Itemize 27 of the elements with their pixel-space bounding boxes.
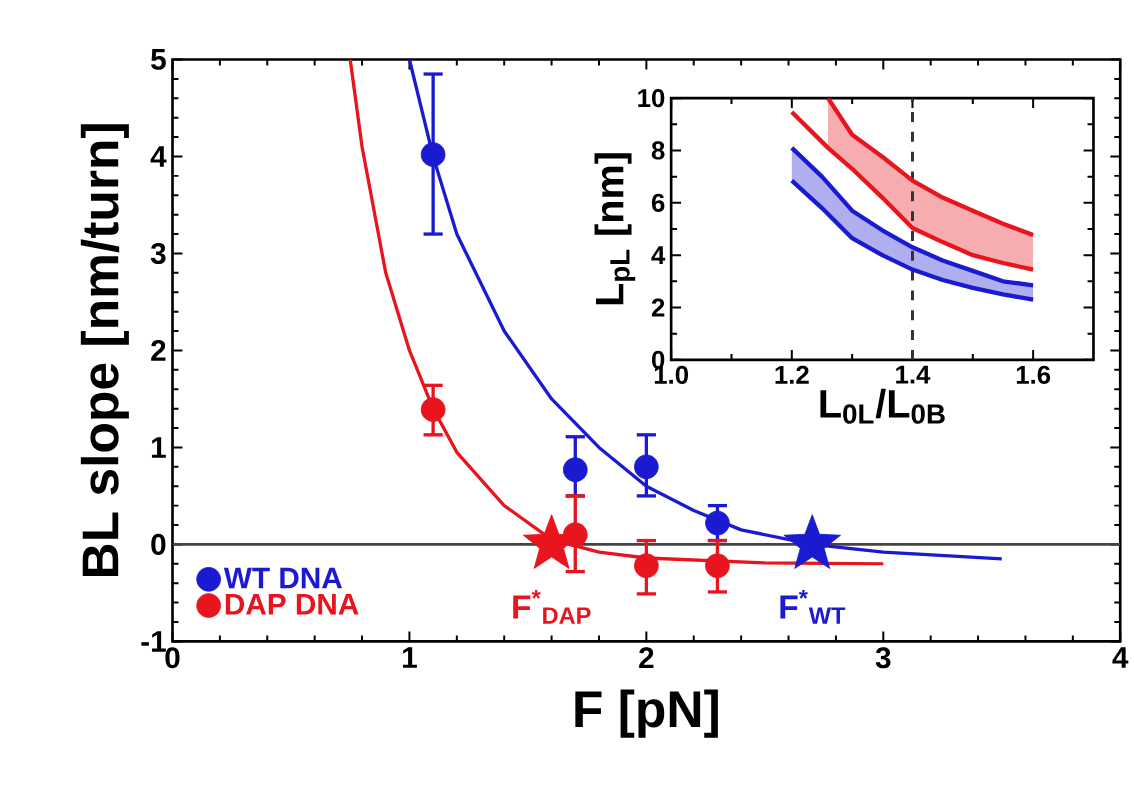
legend-label: DAP DNA (225, 594, 359, 615)
y-tick-label: 5 (151, 49, 166, 70)
y-tick-label: 2 (651, 298, 665, 317)
y-tick-label: 4 (150, 146, 167, 167)
y-tick-label: 1 (151, 437, 166, 458)
y-tick-label: 0 (151, 533, 166, 555)
legend-label: WT DNA (223, 567, 342, 589)
y-tick-label: 8 (651, 141, 665, 160)
x-tick-label: 1.2 (775, 365, 809, 384)
x-tick-label: 3 (875, 647, 891, 669)
x-axis-title: L$_{0L}$/L$_{0B}$ (820, 388, 945, 424)
y-axis-title: BL slope [nm/turn] (80, 124, 129, 577)
x-axis-title: F [pN] (575, 689, 718, 738)
annotation: F$^{*}$DAP (513, 589, 591, 624)
y-axis-title: L$_{pL}$ [nm] (594, 153, 636, 305)
x-tick-label: 1.4 (896, 365, 931, 384)
y-tick-label: 10 (638, 89, 665, 108)
annotation: F$^{*}$WT (780, 589, 846, 624)
x-tick-label: 1 (403, 647, 417, 668)
y-tick-label: 2 (151, 340, 166, 361)
y-tick-label: 6 (651, 193, 665, 212)
y-tick-label: 3 (150, 242, 166, 265)
x-tick-label: 1.6 (1016, 365, 1051, 384)
y-tick-label: 4 (651, 246, 666, 265)
x-tick-label: 0 (165, 647, 180, 669)
x-tick-label: 4 (1112, 647, 1129, 668)
y-tick-label: -1 (141, 631, 166, 652)
